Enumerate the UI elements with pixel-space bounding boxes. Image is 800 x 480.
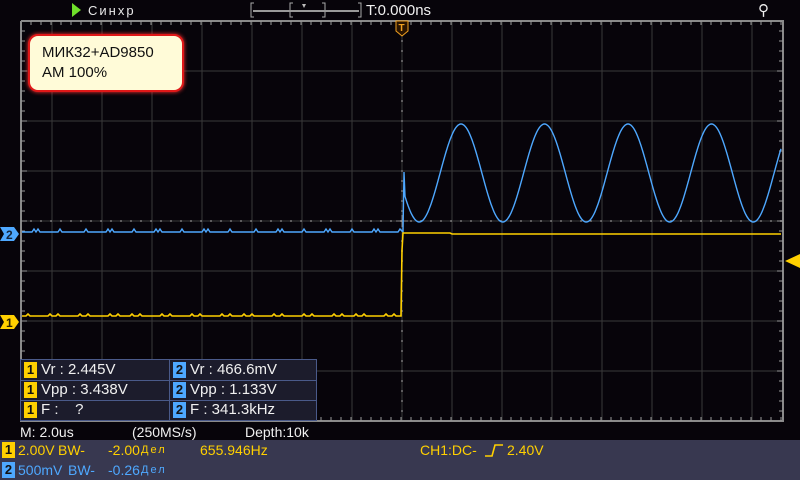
trigger-time-offset: T:0.000ns <box>366 2 432 19</box>
trigger-level-marker <box>785 254 800 268</box>
ch2-badge: 2 <box>173 382 186 398</box>
memory-depth: Depth:10k <box>245 424 309 440</box>
measurement-value: Vr : 2.445V <box>41 361 116 378</box>
ch1-counter-frequency: 655.946Hz <box>200 442 268 458</box>
measurement-value: Vpp : 3.438V <box>41 381 128 398</box>
ch2-offset: -0.26 <box>108 462 140 478</box>
ch1-level-marker <box>0 315 19 329</box>
ch1-vrms: 1 Vr : 2.445V <box>21 360 168 380</box>
waveform-display[interactable]: 2 1 T <box>0 0 800 440</box>
ch1-badge[interactable]: 1 <box>2 442 15 458</box>
measurement-row: 1 Vpp : 3.438V 2 Vpp : 1.133V <box>21 380 316 401</box>
measurement-row: 1 Vr : 2.445V 2 Vr : 466.6mV <box>21 360 316 381</box>
note-line-2: AM 100% <box>42 64 108 81</box>
trigger-level: 2.40V <box>507 442 544 458</box>
ch1-scale[interactable]: 2.00V <box>18 442 55 458</box>
annotation-note: МИК32+AD9850 AM 100% <box>28 34 184 92</box>
top-bar: Синхр T:0.000ns ⚲ <box>0 0 800 20</box>
ch1-trace <box>22 232 781 317</box>
measurement-value: F : 341.3kHz <box>190 401 276 418</box>
ch1-vpp: 1 Vpp : 3.438V <box>21 380 168 400</box>
play-triangle-icon[interactable] <box>72 3 81 17</box>
ch1-bandwidth: BW- <box>58 442 85 458</box>
ch2-badge[interactable]: 2 <box>2 462 15 478</box>
usb-icon: ⚲ <box>758 2 769 19</box>
trigger-source[interactable]: CH1:DC- <box>420 442 477 458</box>
ch1-badge: 1 <box>24 402 37 418</box>
graticule-border <box>20 20 784 422</box>
trigger-position-marker <box>395 20 409 37</box>
ch2-scale[interactable]: 500mV <box>18 462 63 478</box>
ch2-marker-label: 2 <box>6 228 13 242</box>
trigger-marker-label: T <box>399 23 405 34</box>
ch1-offset-unit: Дел <box>141 444 167 456</box>
measurement-table: 1 Vr : 2.445V 2 Vr : 466.6mV 1 Vpp : 3.438V… <box>20 359 317 421</box>
ch2-bandwidth: BW- <box>68 462 95 478</box>
measurement-value: F : ? <box>41 401 84 418</box>
rising-edge-icon <box>485 444 503 457</box>
channel-info-panel: 1 2.00V BW- -2.00 Дел 655.946Hz CH1:DC- … <box>0 440 800 480</box>
ch2-trace <box>22 123 782 234</box>
status-line: M: 2.0us (250MS/s) Depth:10k <box>20 424 420 440</box>
ch2-badge: 2 <box>173 402 186 418</box>
ch1-offset: -2.00 <box>108 442 140 458</box>
timebase: M: 2.0us <box>20 424 74 440</box>
measurement-value: Vr : 466.6mV <box>190 361 277 378</box>
acquisition-mode: Синхр <box>88 3 136 18</box>
note-line-1: МИК32+AD9850 <box>42 44 154 61</box>
ch2-vpp: 2 Vpp : 1.133V <box>169 380 317 400</box>
ch2-vrms: 2 Vr : 466.6mV <box>169 360 317 380</box>
ch1-badge: 1 <box>24 362 37 378</box>
center-crosshair <box>396 215 408 227</box>
ch1-marker-label: 1 <box>6 316 13 330</box>
ch2-badge: 2 <box>173 362 186 378</box>
ch2-offset-unit: Дел <box>141 464 167 476</box>
ch1-badge: 1 <box>24 382 37 398</box>
ch2-level-marker <box>0 227 19 241</box>
measurement-value: Vpp : 1.133V <box>190 381 277 398</box>
sample-rate: (250MS/s) <box>132 424 197 440</box>
memory-position-bar[interactable] <box>250 2 362 18</box>
